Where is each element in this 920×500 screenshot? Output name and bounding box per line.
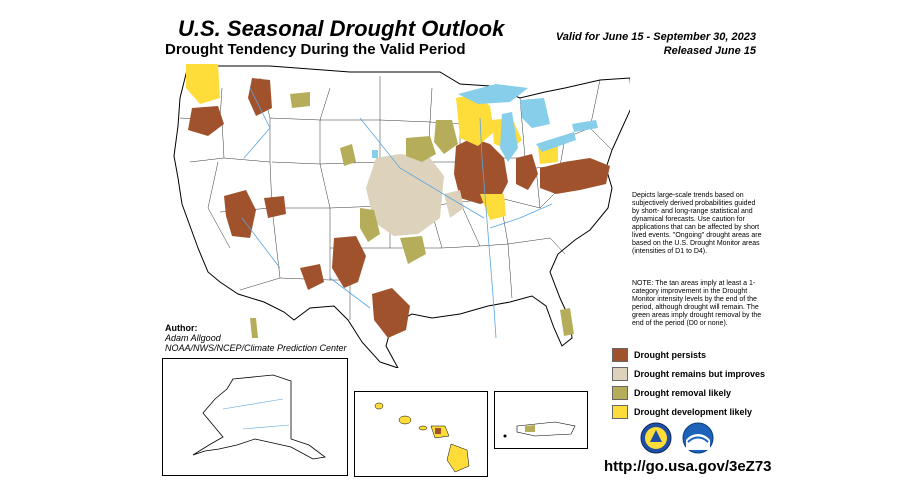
outlook-note: NOTE: The tan areas imply at least a 1-c… — [632, 280, 762, 327]
valid-period: Valid for June 15 - September 30, 2023 R… — [520, 30, 756, 58]
hawaii-map — [374, 402, 470, 473]
drought-persists-areas — [188, 78, 610, 338]
swatch-development — [612, 404, 628, 419]
puerto-rico-removal-area — [525, 425, 535, 432]
hawaii-inset — [354, 391, 488, 477]
commerce-seal-icon — [640, 422, 672, 454]
legend-label: Drought development likely — [634, 406, 753, 417]
great-lakes — [372, 84, 598, 162]
noaa-logo-icon — [682, 422, 714, 454]
author-name: Adam Allgood — [165, 333, 221, 343]
legend-label: Drought persists — [634, 349, 707, 360]
swatch-removal — [612, 385, 628, 400]
legend-label: Drought remains but improves — [634, 368, 766, 379]
island-dot — [503, 434, 507, 438]
swatch-persists — [612, 347, 628, 362]
legend-item-improves: Drought remains but improves — [612, 364, 765, 383]
rivers — [241, 87, 553, 339]
alaska-rivers — [222, 398, 290, 430]
map-subtitle: Drought Tendency During the Valid Period — [165, 41, 466, 58]
puerto-rico-map — [503, 421, 576, 438]
author-block: Author: Adam Allgood NOAA/NWS/NCEP/Clima… — [165, 323, 347, 353]
legend-item-persists: Drought persists — [612, 345, 765, 364]
released-text: Released June 15 — [663, 45, 756, 57]
conus-map — [173, 64, 630, 368]
swatch-improves — [612, 366, 628, 381]
legend: Drought persists Drought remains but imp… — [612, 345, 765, 421]
legend-item-development: Drought development likely — [612, 402, 765, 421]
valid-for-text: Valid for June 15 - September 30, 2023 — [555, 31, 756, 43]
drought-development-areas — [186, 64, 558, 220]
outlook-description: Depicts large-scale trends based on subj… — [632, 192, 762, 255]
author-heading: Author: — [165, 323, 198, 333]
legend-item-removal: Drought removal likely — [612, 383, 765, 402]
outlook-url[interactable]: http://go.usa.gov/3eZ73 — [604, 458, 772, 475]
alaska-map — [192, 374, 326, 460]
puerto-rico-inset — [494, 391, 588, 449]
legend-label: Drought removal likely — [634, 387, 732, 398]
map-title: U.S. Seasonal Drought Outlook — [178, 16, 505, 41]
alaska-inset — [162, 358, 348, 476]
hawaii-islands — [374, 402, 470, 473]
author-org: NOAA/NWS/NCEP/Climate Prediction Center — [165, 343, 347, 353]
drought-removal-areas — [250, 92, 574, 338]
hawaii-persists-area — [435, 428, 441, 434]
alaska-outline — [192, 374, 326, 460]
